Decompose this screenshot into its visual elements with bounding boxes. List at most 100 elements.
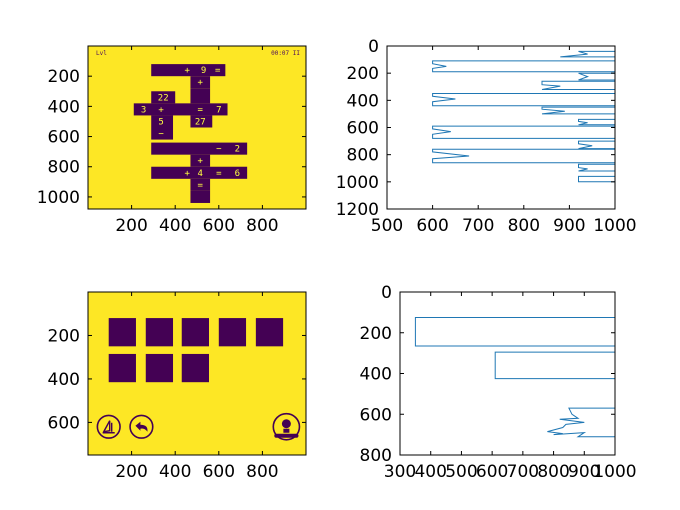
icon-ring <box>96 414 121 439</box>
board-cell-block <box>190 76 211 89</box>
board-cell-block <box>151 115 174 128</box>
y-tick-label: 400 <box>347 91 379 111</box>
tile <box>181 318 209 347</box>
x-tick-label: 600 <box>416 216 448 236</box>
x-tick-label: 400 <box>414 462 446 482</box>
board-cell-value: 27 <box>195 117 206 127</box>
icon-ring <box>129 414 154 439</box>
series-line <box>414 292 616 445</box>
plot-background <box>400 292 615 455</box>
x-tick-label: 200 <box>115 216 147 236</box>
y-tick-label: 1200 <box>336 200 379 220</box>
x-tick-label: 200 <box>115 462 147 482</box>
y-tick-label: 1000 <box>37 188 80 208</box>
x-tick-label: 600 <box>476 462 508 482</box>
y-tick-label: 400 <box>48 370 80 390</box>
y-tick-label: 1000 <box>336 173 379 193</box>
y-tick-label: 200 <box>48 67 80 87</box>
x-tick-label: 1000 <box>593 462 636 482</box>
board-cell-value: 6 <box>235 169 240 179</box>
board-cell-value: 7 <box>216 105 221 115</box>
icon-glyph <box>135 421 148 432</box>
tile <box>255 318 284 347</box>
hud-timer-label: 00:07 II <box>271 50 300 57</box>
x-tick-label: 800 <box>246 462 278 482</box>
hud-level-label: Lvl <box>96 50 107 57</box>
x-tick-label: 500 <box>445 462 477 482</box>
board-cell-value: + <box>198 78 204 88</box>
board-cell-block <box>190 115 213 128</box>
game-board-bottom-left: 200 400 600 800 200 400 600 <box>48 291 307 482</box>
x-tick-label: 800 <box>537 462 569 482</box>
x-tick-label: 1000 <box>593 216 636 236</box>
board-cell-value: − <box>158 130 164 140</box>
tile <box>108 353 136 383</box>
y-tick-label: 0 <box>368 37 379 57</box>
x-tick-label: 900 <box>568 462 600 482</box>
game-board-top-left: Lvl 00:07 II + 9 = +22 3 + = 7 5 27 − − 2 + + 4 = 6 = 200 400 6… <box>37 45 307 236</box>
board-cell-block <box>190 178 211 191</box>
board-cell-block <box>190 154 211 167</box>
board-cell-value: + <box>158 105 164 115</box>
profile-plot-top-right: 500 600 700 800 900 1000 0 200 400 600 800 1000 1200 <box>336 37 637 236</box>
board-cell-value: = <box>198 105 204 115</box>
y-tick-label: 600 <box>347 119 379 139</box>
board-cell-value: 2 <box>235 145 240 155</box>
y-tick-label: 600 <box>360 405 392 425</box>
tile <box>145 353 174 383</box>
board-cell-value: = <box>198 181 204 191</box>
board-cell-value: + <box>184 169 190 179</box>
board-cell-block <box>133 103 228 116</box>
y-tick-label: 600 <box>48 128 80 148</box>
y-tick-label: 400 <box>48 97 80 117</box>
y-tick-label: 800 <box>48 158 80 178</box>
undo-icon <box>129 414 154 439</box>
y-tick-label: 200 <box>48 326 80 346</box>
board-cell-block <box>151 142 248 155</box>
icon-ring <box>272 412 301 441</box>
icon-glyph <box>281 419 291 429</box>
y-tick-label: 600 <box>48 413 80 433</box>
board-cell-value: = <box>215 66 221 76</box>
x-tick-label: 600 <box>203 216 235 236</box>
board-cell-value: + <box>184 66 190 76</box>
board-cell-value: 9 <box>201 66 206 76</box>
board-cell-block <box>151 127 174 140</box>
board-cell-block <box>190 88 211 104</box>
lightbulb-icon <box>272 412 301 441</box>
x-tick-label: 600 <box>203 462 235 482</box>
plot-background <box>387 46 615 209</box>
icon-glyph <box>283 428 290 433</box>
x-tick-label: 500 <box>371 216 403 236</box>
board-cell-value: = <box>216 169 222 179</box>
board-cell-value: 22 <box>158 93 169 103</box>
board-cell-block <box>190 190 211 203</box>
icon-glyph <box>274 433 299 438</box>
x-tick-label: 400 <box>159 216 191 236</box>
tile <box>145 318 174 347</box>
x-tick-label: 800 <box>246 216 278 236</box>
board-cell-block <box>151 91 176 104</box>
x-tick-label: 700 <box>507 462 539 482</box>
y-tick-label: 200 <box>347 64 379 84</box>
hint-icon <box>96 414 121 439</box>
board-cell-value: 5 <box>158 117 163 127</box>
board-cell-block <box>151 64 226 77</box>
x-tick-label: 400 <box>159 462 191 482</box>
y-tick-label: 800 <box>347 146 379 166</box>
y-tick-label: 0 <box>381 283 392 303</box>
y-tick-label: 200 <box>360 324 392 344</box>
tile <box>218 318 247 347</box>
tile <box>181 353 209 383</box>
tile <box>108 318 136 347</box>
x-tick-label: 300 <box>384 462 416 482</box>
x-tick-label: 900 <box>553 216 585 236</box>
x-tick-label: 700 <box>462 216 494 236</box>
board-cell-value: + <box>198 157 204 167</box>
axes-frame <box>87 45 307 210</box>
board-cell-block <box>151 166 248 179</box>
axes-frame <box>87 291 307 456</box>
y-tick-label: 400 <box>360 365 392 385</box>
